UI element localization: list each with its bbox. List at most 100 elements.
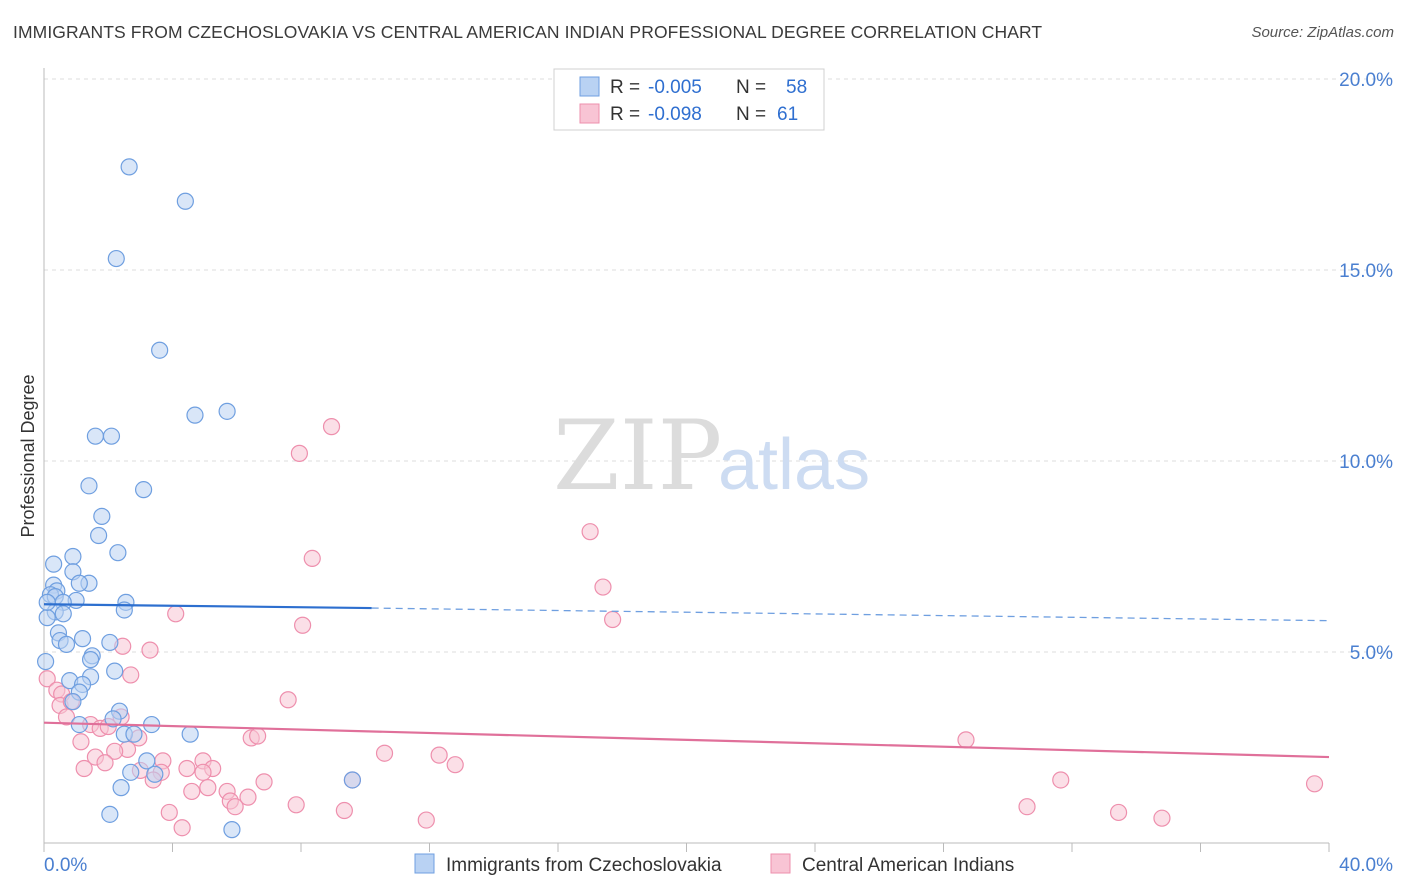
pink-point-3 xyxy=(303,549,321,568)
pink-point-25 xyxy=(72,733,90,751)
pink-point-48 xyxy=(183,782,201,801)
blue-point-13 xyxy=(64,547,82,566)
blue-point-36 xyxy=(37,652,55,671)
chart-title: IMMIGRANTS FROM CZECHOSLOVAKIA VS CENTRA… xyxy=(13,22,1043,42)
blue-point-35 xyxy=(81,651,100,669)
blue-point-32 xyxy=(57,635,76,653)
pink-point-17 xyxy=(57,708,76,726)
pink-point-4 xyxy=(594,578,612,596)
pink-point-5 xyxy=(167,605,185,623)
blue-point-4 xyxy=(186,406,204,424)
pink-point-40 xyxy=(194,763,212,781)
blue-point-30 xyxy=(73,630,92,648)
blue-point-48 xyxy=(125,725,143,743)
blue-point-54 xyxy=(112,779,130,797)
watermark-atlas: atlas xyxy=(718,425,870,505)
series-legend: Immigrants from Czechoslovakia Central A… xyxy=(414,853,1014,876)
pink-point-58 xyxy=(417,811,435,829)
x-tick-label-min: 0.0% xyxy=(44,855,87,876)
pink-point-50 xyxy=(239,788,257,806)
stats-legend: R = -0.005 N = 58 R = -0.098 N = 61 xyxy=(553,68,825,131)
blue-point-44 xyxy=(104,710,122,728)
blue-point-10 xyxy=(93,507,111,525)
blue-point-18 xyxy=(70,574,88,592)
blue-point-42 xyxy=(64,693,82,711)
y-tick-label-1: 10.0% xyxy=(1339,452,1393,473)
pink-point-0 xyxy=(322,418,341,436)
series-legend-label-pink: Central American Indians xyxy=(802,855,1014,876)
blue-point-56 xyxy=(223,821,241,839)
series-czechoslovakia-points xyxy=(37,158,361,839)
blue-point-12 xyxy=(109,544,127,562)
pink-point-45 xyxy=(1052,771,1070,789)
pink-point-28 xyxy=(106,742,124,760)
legend-n-value-blue: 58 xyxy=(786,77,807,98)
pink-point-6 xyxy=(604,610,622,629)
pink-point-26 xyxy=(957,731,975,749)
blue-point-2 xyxy=(107,249,125,268)
pink-point-30 xyxy=(375,744,394,762)
pink-point-55 xyxy=(1018,798,1036,816)
blue-point-11 xyxy=(90,526,108,545)
legend-r-label-pink: R = xyxy=(610,104,640,125)
blue-point-28 xyxy=(38,609,56,627)
x-tick-label-max: 40.0% xyxy=(1339,855,1393,876)
source-credit: Source: ZipAtlas.com xyxy=(1251,24,1394,41)
y-tick-labels: 5.0% 10.0% 15.0% 20.0% xyxy=(1339,70,1393,664)
series-legend-label-blue: Immigrants from Czechoslovakia xyxy=(446,855,722,876)
y-axis-label: Professional Degree xyxy=(18,374,38,537)
blue-point-7 xyxy=(102,427,121,445)
legend-swatch-blue xyxy=(579,76,600,97)
blue-point-50 xyxy=(138,752,156,770)
pink-point-8 xyxy=(141,641,159,659)
pink-point-54 xyxy=(160,803,178,822)
y-tick-label-2: 15.0% xyxy=(1339,261,1393,282)
pink-point-52 xyxy=(226,798,244,816)
pink-point-37 xyxy=(75,759,93,778)
blue-trend-line xyxy=(43,603,372,610)
pink-point-31 xyxy=(430,746,448,764)
pink-point-14 xyxy=(279,691,297,709)
blue-point-14 xyxy=(45,555,63,573)
blue-point-57 xyxy=(38,593,56,611)
pink-point-46 xyxy=(1305,775,1324,793)
blue-point-1 xyxy=(176,192,194,210)
blue-point-0 xyxy=(120,158,138,176)
blue-point-52 xyxy=(146,765,164,783)
pink-point-47 xyxy=(199,779,217,797)
legend-n-value-pink: 61 xyxy=(777,104,798,125)
pink-point-7 xyxy=(294,616,312,634)
y-tick-label-0: 5.0% xyxy=(1350,643,1393,664)
series-legend-swatch-blue xyxy=(414,853,435,874)
legend-r-label-blue: R = xyxy=(610,77,640,98)
blue-trend-line-extension xyxy=(371,607,1330,622)
blue-point-3 xyxy=(151,341,169,359)
pink-point-53 xyxy=(287,796,305,814)
watermark-zip: ZIP xyxy=(553,400,722,512)
axes xyxy=(43,68,1330,852)
blue-point-53 xyxy=(343,771,361,789)
trend-lines xyxy=(43,603,1330,759)
legend-n-label-blue: N = xyxy=(736,77,766,98)
y-tick-label-3: 20.0% xyxy=(1339,70,1393,91)
pink-point-56 xyxy=(335,801,353,820)
blue-point-55 xyxy=(101,805,119,823)
pink-point-60 xyxy=(173,819,191,837)
legend-swatch-pink xyxy=(579,103,600,124)
legend-r-value-pink: -0.098 xyxy=(648,104,702,125)
blue-point-6 xyxy=(86,427,105,445)
legend-r-value-blue: -0.005 xyxy=(648,77,702,98)
pink-point-57 xyxy=(1109,803,1128,822)
pink-point-59 xyxy=(1153,809,1171,827)
pink-point-2 xyxy=(581,523,599,541)
pink-point-34 xyxy=(96,754,114,772)
blue-point-8 xyxy=(80,477,98,495)
pink-point-10 xyxy=(122,666,140,684)
pink-point-11 xyxy=(38,670,56,688)
gridlines xyxy=(44,78,1393,653)
blue-point-51 xyxy=(122,763,140,781)
pink-trend-line xyxy=(43,721,1330,759)
blue-point-33 xyxy=(101,633,119,652)
watermark: ZIP atlas xyxy=(553,400,870,512)
